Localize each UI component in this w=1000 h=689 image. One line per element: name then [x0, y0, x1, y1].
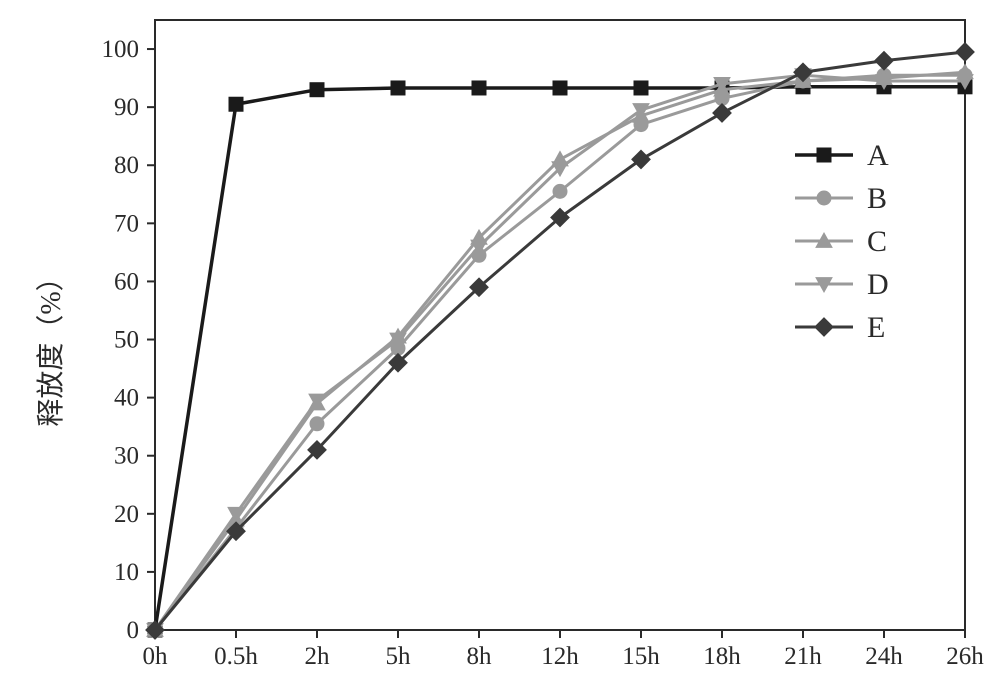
- y-tick-label: 40: [114, 385, 139, 412]
- x-tick-label: 5h: [386, 643, 412, 670]
- y-tick-label: 50: [114, 327, 139, 354]
- x-tick-label: 15h: [622, 643, 660, 670]
- y-tick-label: 80: [114, 152, 139, 179]
- y-tick-label: 100: [102, 36, 140, 63]
- legend-label: B: [867, 182, 887, 215]
- legend-label: E: [867, 311, 885, 344]
- legend-label: D: [867, 268, 889, 301]
- x-tick-label: 18h: [703, 643, 741, 670]
- x-tick-label: 26h: [946, 643, 984, 670]
- legend-label: A: [867, 139, 889, 172]
- y-tick-label: 20: [114, 501, 139, 528]
- x-tick-label: 8h: [467, 643, 493, 670]
- x-tick-label: 2h: [305, 643, 331, 670]
- y-tick-label: 60: [114, 268, 139, 295]
- x-tick-label: 21h: [784, 643, 822, 670]
- y-tick-label: 0: [127, 617, 140, 644]
- y-tick-label: 70: [114, 210, 139, 237]
- legend-label: C: [867, 225, 887, 258]
- y-tick-label: 10: [114, 559, 139, 586]
- x-tick-label: 0h: [143, 643, 169, 670]
- y-tick-label: 90: [114, 94, 139, 121]
- y-tick-label: 30: [114, 443, 139, 470]
- x-tick-label: 0.5h: [214, 643, 258, 670]
- chart-container: 0 10 20 30 40 50 60 70 80 90 100 0h 0.5h 2h 5h 8h 12h 15h…: [0, 0, 1000, 689]
- release-chart: 0 10 20 30 40 50 60 70 80 90 100 0h 0.5h 2h 5h 8h 12h 15h…: [0, 0, 1000, 689]
- x-tick-label: 12h: [541, 643, 579, 670]
- x-tick-label: 24h: [865, 643, 903, 670]
- y-axis-title: 释放度（%）: [35, 263, 67, 426]
